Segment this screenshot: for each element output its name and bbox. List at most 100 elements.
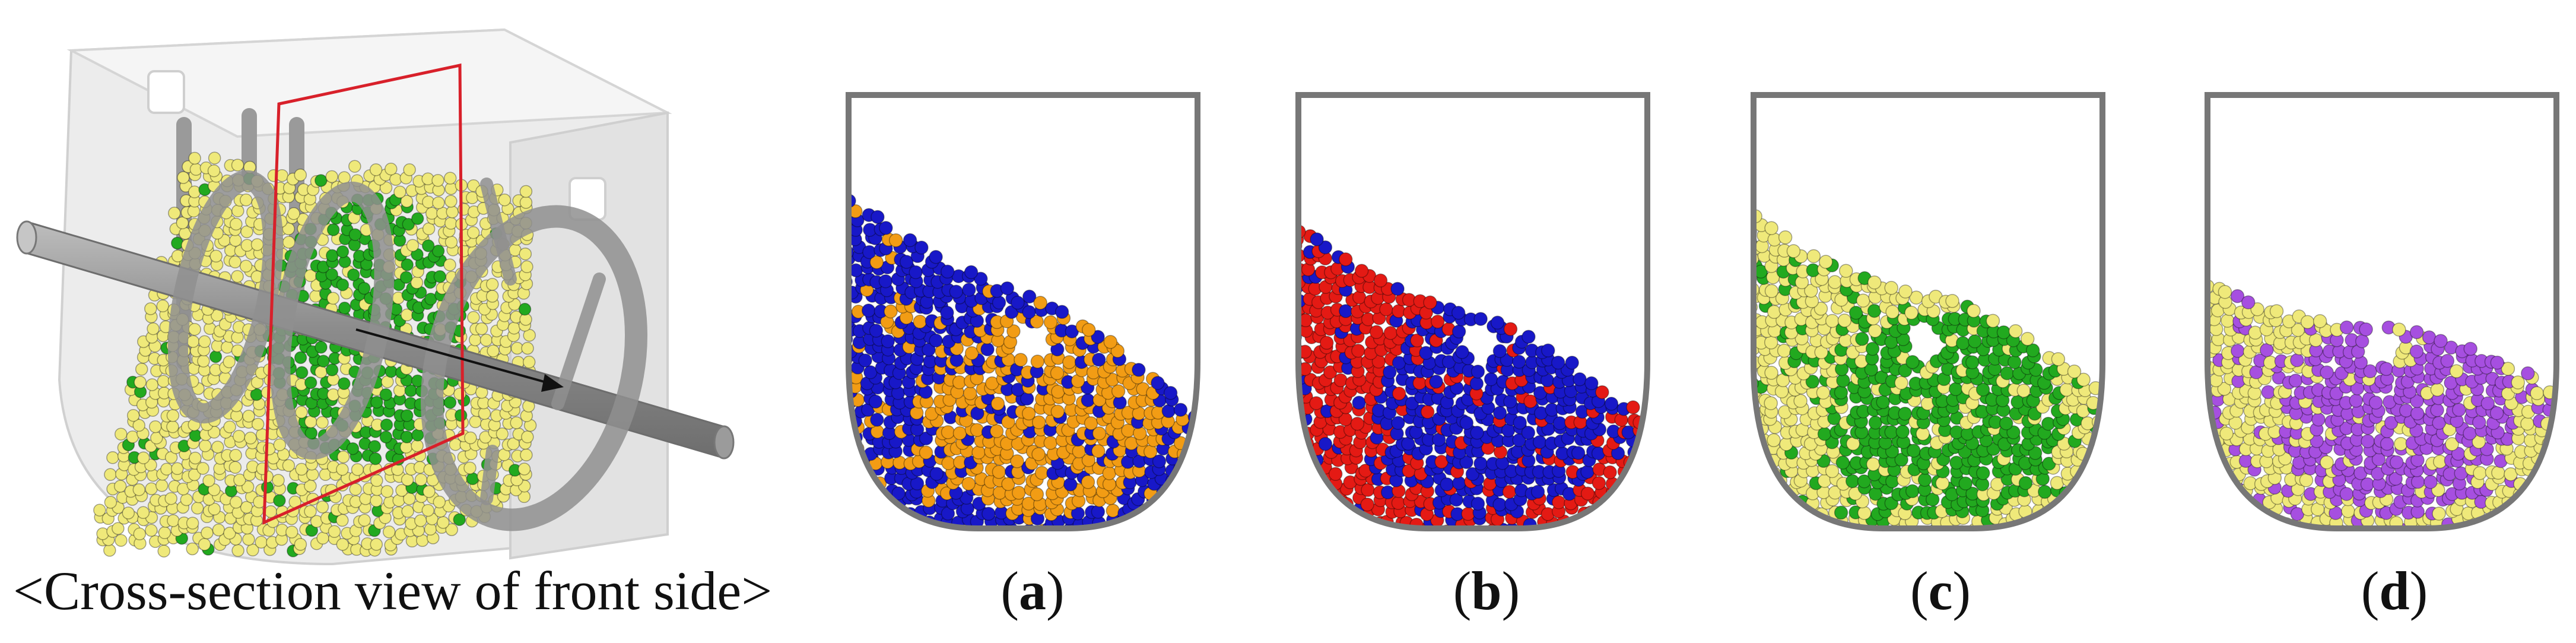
particle bbox=[1081, 393, 1095, 407]
mixer-particle bbox=[328, 525, 341, 539]
mixer-particle bbox=[336, 538, 350, 551]
particle bbox=[1451, 306, 1466, 320]
particle bbox=[1132, 363, 1146, 377]
particle bbox=[1634, 483, 1647, 498]
mixer-particle bbox=[326, 388, 340, 401]
particle bbox=[2018, 476, 2033, 490]
particle bbox=[2207, 454, 2222, 468]
mixer-particle bbox=[285, 525, 298, 539]
particle bbox=[1551, 495, 1566, 509]
particle bbox=[849, 491, 852, 505]
particle bbox=[1779, 501, 1793, 515]
particle bbox=[1968, 334, 1982, 349]
mixer-particle bbox=[445, 523, 458, 536]
particle bbox=[2480, 396, 2495, 411]
particle bbox=[2051, 352, 2066, 366]
mixer-particle bbox=[380, 418, 393, 432]
particle bbox=[952, 426, 967, 441]
particle bbox=[2207, 521, 2222, 528]
particle bbox=[1001, 477, 1015, 491]
particle bbox=[2241, 295, 2256, 309]
particle bbox=[2434, 334, 2448, 348]
particle bbox=[1754, 425, 1758, 439]
particle bbox=[1392, 387, 1406, 401]
particle bbox=[1626, 484, 1641, 499]
particle bbox=[1758, 512, 1773, 527]
particle bbox=[1320, 335, 1334, 350]
mixer-particle bbox=[421, 503, 435, 517]
mixer-particle bbox=[401, 505, 414, 518]
particle bbox=[2059, 521, 2073, 528]
particle bbox=[1584, 376, 1599, 391]
particle bbox=[1813, 302, 1828, 316]
particle bbox=[1144, 514, 1158, 528]
particle bbox=[1360, 497, 1374, 512]
mixer-particle bbox=[379, 181, 393, 194]
particle bbox=[850, 517, 865, 528]
mixer-particle bbox=[478, 407, 491, 420]
mixer-particle bbox=[425, 207, 439, 220]
mixer-particle bbox=[423, 485, 436, 498]
particle bbox=[863, 495, 878, 510]
particle bbox=[1440, 477, 1454, 492]
particle bbox=[1804, 283, 1818, 298]
particle bbox=[871, 502, 885, 516]
particle bbox=[2540, 522, 2555, 528]
particle bbox=[2259, 524, 2274, 528]
particle bbox=[1333, 505, 1348, 520]
particle bbox=[1065, 324, 1079, 338]
particle bbox=[2410, 394, 2424, 408]
particle bbox=[1379, 302, 1393, 316]
particle bbox=[1338, 252, 1353, 267]
mixer-particle bbox=[338, 302, 351, 315]
particle bbox=[2542, 512, 2556, 527]
particle bbox=[860, 483, 875, 498]
particle bbox=[2232, 515, 2247, 528]
particle bbox=[1311, 487, 1326, 501]
mixer-particle bbox=[433, 495, 446, 509]
particle bbox=[2016, 384, 2031, 398]
particle bbox=[855, 525, 869, 528]
mixer-particle bbox=[370, 474, 383, 487]
mixer-particle bbox=[136, 506, 150, 520]
particle bbox=[989, 424, 1004, 438]
particle bbox=[1339, 525, 1353, 528]
particle bbox=[1492, 344, 1507, 359]
mixer-particle bbox=[325, 170, 338, 183]
particle bbox=[1767, 433, 1781, 448]
particle bbox=[1298, 330, 1303, 344]
particle bbox=[1530, 484, 1545, 499]
mixer-particle bbox=[520, 448, 533, 462]
particle bbox=[2070, 495, 2084, 509]
particle bbox=[2501, 362, 2515, 376]
particle bbox=[1163, 514, 1177, 528]
particle bbox=[1309, 396, 1323, 410]
particle bbox=[1350, 416, 1365, 431]
mixer-particle bbox=[304, 376, 317, 389]
particle bbox=[1756, 528, 1769, 541]
particle bbox=[1091, 444, 1106, 458]
particle bbox=[1773, 521, 1788, 528]
particle bbox=[865, 501, 879, 515]
particle bbox=[1754, 445, 1757, 460]
particle bbox=[2250, 512, 2264, 527]
particle bbox=[849, 461, 857, 475]
mixer-particle bbox=[240, 501, 253, 514]
particle bbox=[1778, 513, 1793, 527]
particle bbox=[2207, 356, 2212, 370]
particle bbox=[2355, 334, 2369, 349]
mixer-particle bbox=[171, 462, 184, 476]
particle bbox=[1431, 314, 1445, 329]
vessel-outline-a bbox=[846, 92, 1200, 531]
particle bbox=[1062, 355, 1076, 369]
mixer-particle bbox=[294, 538, 307, 551]
particle bbox=[1835, 455, 1850, 470]
particle bbox=[1102, 466, 1117, 480]
particle bbox=[1617, 506, 1632, 521]
particle bbox=[1754, 492, 1758, 506]
particle bbox=[1165, 505, 1180, 520]
mixer-particle bbox=[223, 527, 236, 540]
mixer-particle bbox=[294, 168, 307, 182]
particle bbox=[1767, 305, 1781, 319]
particle bbox=[1030, 487, 1044, 502]
